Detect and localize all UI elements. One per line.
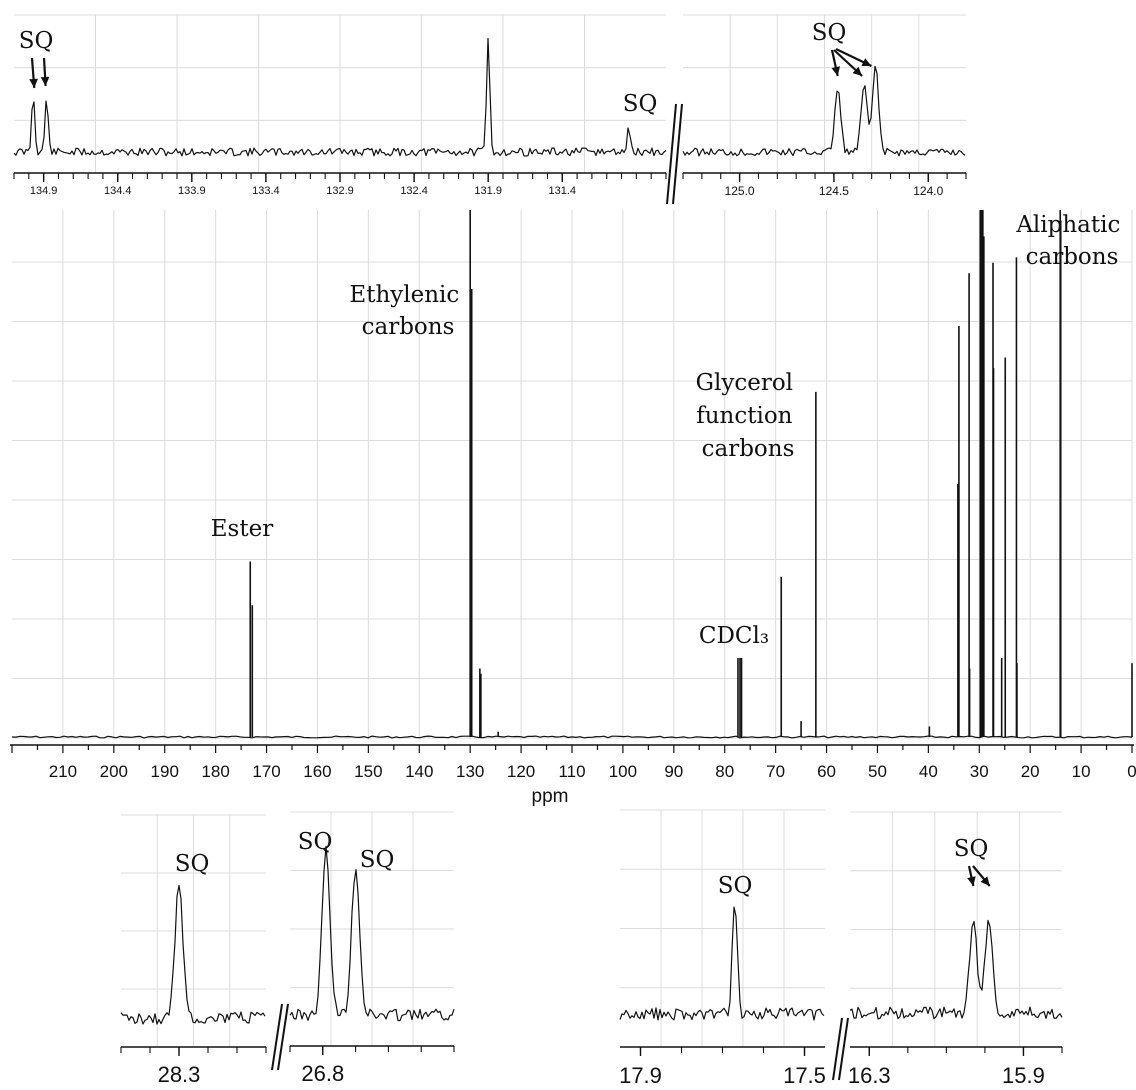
annotation-glycerol-text-3: carbons bbox=[702, 436, 795, 462]
main-x-tick-label: 60 bbox=[817, 762, 836, 781]
axis-break-bottom-right bbox=[832, 1017, 849, 1081]
main-x-axis bbox=[10, 744, 1134, 753]
inset-bottom-4: 16.3 15.9 SQ bbox=[848, 811, 1063, 1088]
inset-x-tick-label: 134.9 bbox=[30, 185, 58, 197]
axis-break-bottom-right-line-1 bbox=[832, 1017, 843, 1081]
main-x-tick-label: 30 bbox=[970, 762, 989, 781]
annotation-glycerol-text: Glycerol bbox=[696, 370, 793, 396]
annotation-glycerol: Glycerol function carbons bbox=[696, 370, 801, 462]
sq-label: SQ bbox=[718, 873, 753, 899]
sq-arrowhead bbox=[852, 66, 863, 76]
main-x-tick-label: 170 bbox=[252, 762, 280, 781]
sq-arrowhead bbox=[40, 76, 50, 86]
main-x-tick-label: 200 bbox=[100, 762, 128, 781]
inset-x-tick-label: 133.4 bbox=[252, 185, 280, 197]
main-x-tick-label: 80 bbox=[715, 762, 734, 781]
inset-spectrum-trace bbox=[682, 65, 966, 157]
main-x-tick-label: 110 bbox=[558, 762, 585, 781]
main-x-tick-label: 50 bbox=[868, 762, 887, 781]
sq-arrowhead bbox=[861, 58, 872, 66]
sq-label: SQ bbox=[19, 28, 54, 54]
inset-x-tick-label: 131.9 bbox=[474, 185, 502, 197]
annotation-glycerol-text-2: function bbox=[696, 403, 792, 429]
sq-arrowhead bbox=[29, 78, 38, 88]
inset-bottom-3: 17.9 17.5 SQ bbox=[619, 809, 826, 1088]
axis-break-top bbox=[666, 103, 683, 205]
axis-break-bottom-right-line-2 bbox=[838, 1017, 849, 1081]
inset-x-tick-label: 17.9 bbox=[619, 1063, 662, 1088]
main-x-tick-label: 210 bbox=[49, 762, 77, 781]
main-x-tick-label: 160 bbox=[303, 762, 331, 781]
main-x-tick-label: 70 bbox=[766, 762, 785, 781]
inset-spectrum-trace bbox=[289, 845, 455, 1022]
main-x-tick-label: 130 bbox=[456, 762, 484, 781]
annotation-aliphatic: Aliphatic carbons bbox=[1015, 212, 1127, 270]
annotation-ethylenic-text-2: carbons bbox=[362, 314, 455, 340]
inset-spectrum-trace bbox=[120, 884, 266, 1025]
inset-top-left: 134.9 134.4 133.9 133.4 132.9 132.4 131.9 131.4… bbox=[13, 14, 667, 197]
sq-arrowhead bbox=[967, 876, 976, 886]
annotation-ester: Ester bbox=[211, 516, 273, 542]
annotation-aliphatic-text-2: carbons bbox=[1026, 244, 1119, 270]
inset-x-tick-label: 17.5 bbox=[783, 1063, 826, 1088]
main-baseline-trace bbox=[11, 735, 1133, 739]
annotation-aliphatic-text: Aliphatic bbox=[1015, 212, 1120, 238]
main-x-tick-label: 190 bbox=[151, 762, 179, 781]
main-x-tick-label: 40 bbox=[919, 762, 938, 781]
inset-x-tick-label: 28.3 bbox=[158, 1062, 201, 1087]
inset-x-tick-label: 15.9 bbox=[1002, 1063, 1045, 1088]
inset-spectrum-trace bbox=[619, 906, 825, 1021]
main-x-axis-label: ppm bbox=[532, 786, 569, 807]
inset-x-tick-label: 134.4 bbox=[104, 185, 132, 197]
inset-x-tick-label: 124.0 bbox=[913, 184, 943, 198]
annotation-ethylenic-text: Ethylenic bbox=[349, 282, 459, 308]
inset-top-right: 125.0 124.5 124.0 SQ bbox=[682, 14, 967, 198]
main-x-tick-label: 140 bbox=[405, 762, 433, 781]
inset-spectrum-trace bbox=[849, 919, 1063, 1020]
sq-label: SQ bbox=[812, 20, 847, 46]
main-gridlines bbox=[12, 210, 1133, 740]
main-x-tick-label: 150 bbox=[354, 762, 382, 781]
inset-x-tick-label: 132.4 bbox=[400, 185, 428, 197]
inset-x-tick-label: 26.8 bbox=[301, 1061, 344, 1086]
main-x-tick-label: 100 bbox=[609, 762, 637, 781]
inset-x-tick-label: 125.0 bbox=[725, 184, 755, 198]
inset-spectrum-trace bbox=[13, 37, 667, 157]
main-x-tick-label: 180 bbox=[201, 762, 229, 781]
sq-label: SQ bbox=[954, 836, 989, 862]
inset-bottom-2: 26.8 SQ SQ bbox=[289, 811, 455, 1086]
sq-label: SQ bbox=[623, 91, 658, 117]
sq-label: SQ bbox=[175, 851, 210, 877]
axis-break-bottom-left-line-1 bbox=[271, 1003, 283, 1071]
main-x-tick-label: 0 bbox=[1127, 762, 1136, 781]
main-x-tick-label: 90 bbox=[664, 762, 683, 781]
sq-arrowhead bbox=[980, 876, 990, 886]
axis-break-top-line-1 bbox=[666, 103, 677, 205]
inset-x-tick-label: 124.5 bbox=[819, 184, 849, 198]
axis-break-top-line-2 bbox=[672, 103, 683, 205]
sq-label: SQ bbox=[360, 847, 395, 873]
axis-break-bottom-left bbox=[271, 1003, 289, 1071]
main-x-tick-label: 10 bbox=[1072, 762, 1091, 781]
annotation-cdcl3: CDCl₃ bbox=[699, 623, 769, 649]
main-peaks bbox=[249, 210, 1133, 737]
inset-x-tick-label: 132.9 bbox=[326, 185, 354, 197]
main-x-tick-labels: 210 200 190 180 170 160 150 140 130 120 110 100 90 80… bbox=[49, 762, 1136, 781]
inset-x-tick-label: 133.9 bbox=[178, 185, 206, 197]
annotation-ethylenic: Ethylenic carbons bbox=[349, 282, 466, 340]
main-x-tick-label: 120 bbox=[507, 762, 535, 781]
main-x-tick-label: 20 bbox=[1021, 762, 1040, 781]
sq-label: SQ bbox=[298, 829, 333, 855]
inset-x-tick-label: 131.4 bbox=[549, 185, 577, 197]
axis-break-bottom-left-line-2 bbox=[277, 1003, 289, 1071]
inset-bottom-1: 28.3 SQ bbox=[120, 814, 267, 1087]
inset-x-tick-label: 16.3 bbox=[848, 1063, 891, 1088]
sq-arrowhead bbox=[831, 66, 840, 76]
